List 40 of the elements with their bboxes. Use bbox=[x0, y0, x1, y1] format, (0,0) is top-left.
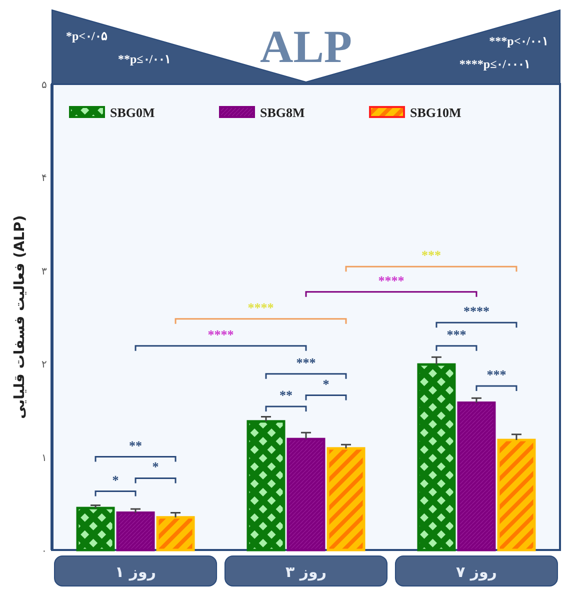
x-tick-label: روز ۳ bbox=[286, 563, 326, 581]
y-tick-label: ۴ bbox=[42, 173, 46, 184]
annotation: *** bbox=[421, 248, 441, 263]
text: ***p<۰/۰۰۱ bbox=[489, 34, 548, 48]
text: ****p≤۰/۰۰۰۱ bbox=[459, 57, 530, 71]
bar bbox=[326, 447, 366, 552]
bar bbox=[457, 401, 496, 552]
annotation: * bbox=[152, 459, 159, 474]
annotation: * bbox=[112, 472, 119, 488]
x-tick-label: روز ۷ bbox=[456, 563, 497, 581]
x-tick-label: روز ۱ bbox=[115, 563, 156, 581]
y-tick-label: ۲ bbox=[42, 360, 46, 371]
y-tick-label: ۱ bbox=[42, 452, 46, 464]
bar bbox=[497, 438, 536, 552]
y-tick-label: ۰ bbox=[42, 546, 46, 557]
legend-label: SBG10M bbox=[410, 105, 462, 120]
bar bbox=[246, 420, 286, 552]
annotation: **** bbox=[208, 326, 234, 342]
legend-label: SBG0M bbox=[110, 105, 155, 120]
y-tick-label: ۳ bbox=[42, 266, 48, 278]
text: *p<۰/۰۵ bbox=[66, 29, 108, 43]
annotation: * bbox=[322, 376, 330, 392]
annotation: ** bbox=[129, 438, 142, 453]
bar bbox=[116, 511, 155, 552]
annotation: *** bbox=[296, 354, 316, 370]
bar bbox=[417, 363, 456, 552]
annotation: **** bbox=[248, 300, 274, 315]
annotation: ** bbox=[280, 387, 292, 402]
y-tick-label: ۵ bbox=[42, 80, 46, 91]
bar bbox=[286, 438, 326, 552]
annotation: *** bbox=[486, 366, 506, 382]
chart-title: ALP bbox=[260, 21, 352, 72]
y-axis-title: فعالیت فسفات قلیایی (ALP) bbox=[12, 215, 28, 419]
annotation: **** bbox=[378, 272, 404, 288]
legend-label: SBG8M bbox=[260, 105, 305, 120]
text: **p≤۰/۰۰۱ bbox=[118, 52, 171, 66]
bar bbox=[156, 516, 195, 552]
annotation: *** bbox=[446, 326, 466, 342]
annotation: **** bbox=[463, 304, 490, 319]
bar bbox=[76, 506, 115, 552]
